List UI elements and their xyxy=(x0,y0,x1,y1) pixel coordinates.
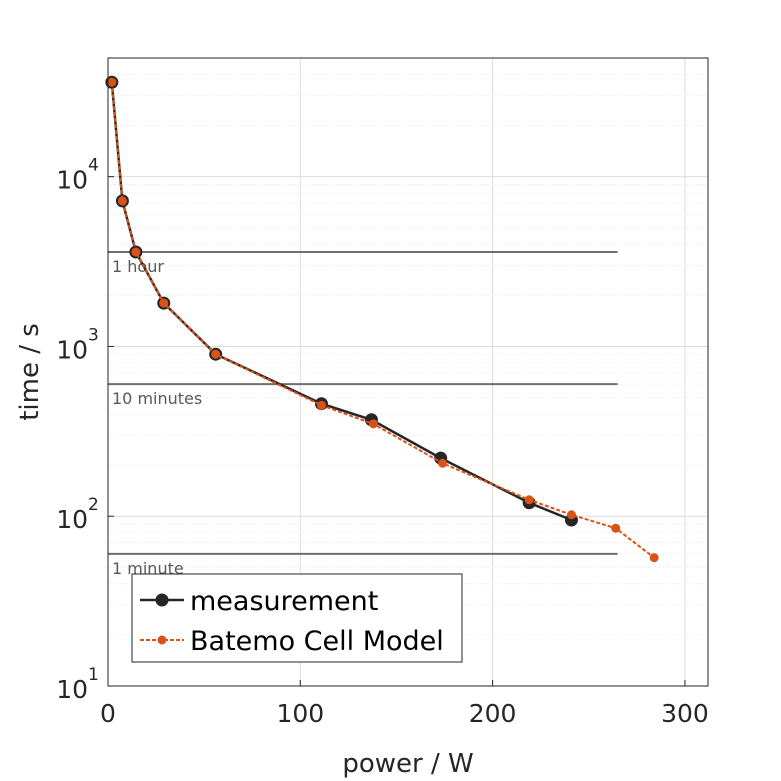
y-tick-label: 10 xyxy=(56,166,88,195)
y-tick-base: 10 xyxy=(56,505,88,534)
reference-line-label: 1 minute xyxy=(112,559,184,578)
y-tick-base: 10 xyxy=(56,335,88,364)
y-tick-exponent: 1 xyxy=(88,665,99,685)
legend-label: Batemo Cell Model xyxy=(190,626,444,657)
data-point xyxy=(107,77,117,87)
reference-line-label: 10 minutes xyxy=(112,389,202,408)
plot-frame xyxy=(107,57,709,687)
series xyxy=(105,75,659,563)
y-tick-base: 10 xyxy=(56,675,88,704)
x-tick-label: 200 xyxy=(469,699,517,728)
reference-lines: 1 hour 10 minutes 1 minute xyxy=(108,250,618,578)
y-tick-label: 10 xyxy=(56,335,88,364)
data-point xyxy=(368,419,378,429)
data-point xyxy=(566,510,576,520)
legend: measurement Batemo Cell Model xyxy=(131,573,463,663)
data-point xyxy=(211,349,221,359)
legend-label: measurement xyxy=(190,586,378,617)
x-tick-label: 0 xyxy=(100,699,116,728)
x-axis-title: power / W xyxy=(342,749,473,779)
data-point xyxy=(524,495,534,505)
data-point xyxy=(131,247,141,257)
y-tick-label: 10 xyxy=(56,505,88,534)
y-axis-title: time / s xyxy=(15,323,45,421)
y-tick-exponent: 2 xyxy=(88,495,99,515)
data-point xyxy=(117,196,127,206)
data-point xyxy=(611,523,621,533)
data-point xyxy=(159,298,169,308)
x-tick-label: 300 xyxy=(661,699,709,728)
series-line xyxy=(110,82,655,559)
data-point xyxy=(316,400,326,410)
data-point xyxy=(649,553,659,563)
legend-swatch-marker xyxy=(155,593,169,607)
legend-box xyxy=(131,573,463,663)
series-line xyxy=(110,82,572,522)
y-tick-exponent: 3 xyxy=(88,325,99,345)
reference-line-label: 1 hour xyxy=(112,257,164,276)
x-tick-label: 100 xyxy=(276,699,324,728)
y-tick-exponent: 4 xyxy=(88,156,99,176)
legend-items: measurement Batemo Cell Model xyxy=(140,586,444,657)
legend-swatch-marker xyxy=(157,635,167,645)
y-tick-label: 10 xyxy=(56,675,88,704)
y-tick-base: 10 xyxy=(56,166,88,195)
data-point xyxy=(438,458,448,468)
